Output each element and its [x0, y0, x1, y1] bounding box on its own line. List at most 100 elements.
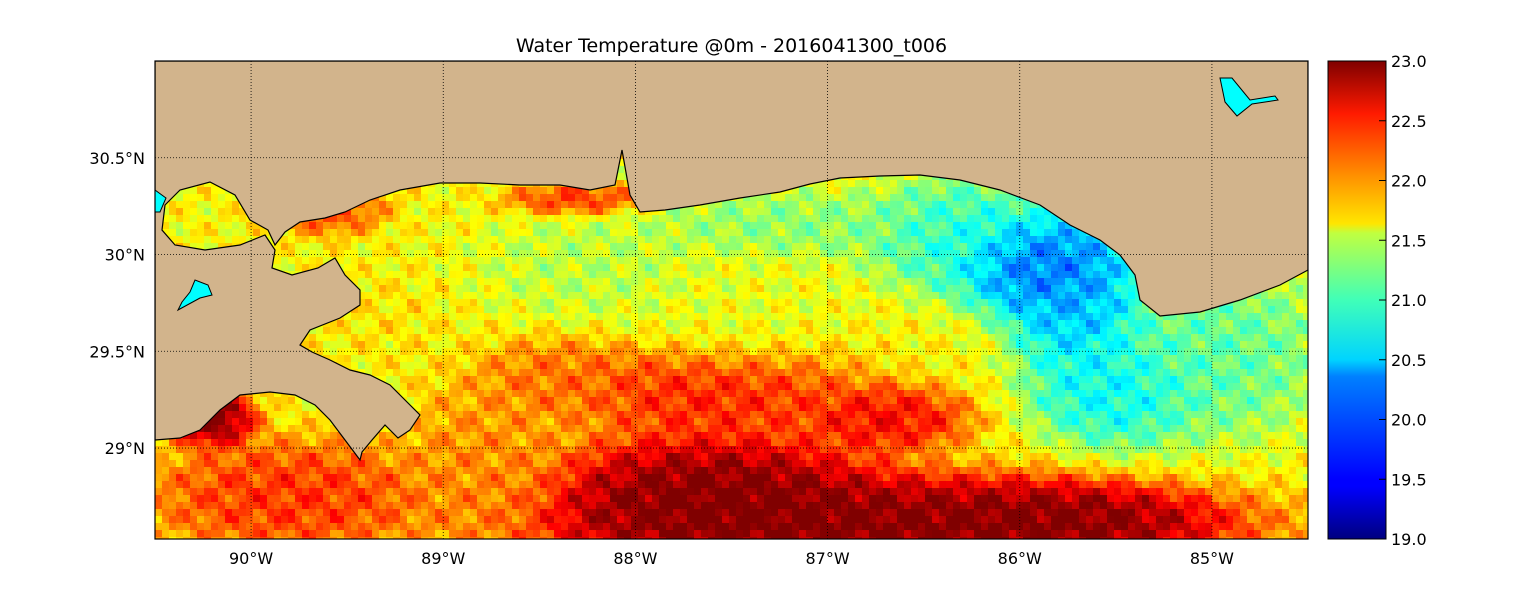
temperature-cell [484, 264, 492, 272]
temperature-cell [624, 264, 632, 272]
temperature-cell [750, 264, 758, 272]
temperature-cell [932, 229, 940, 237]
temperature-cell [365, 229, 373, 237]
temperature-cell [988, 243, 996, 251]
temperature-cell [477, 257, 485, 265]
temperature-cell [470, 229, 478, 237]
temperature-cell [946, 208, 954, 216]
temperature-cell [1086, 257, 1094, 265]
temperature-cell [561, 243, 569, 251]
temperature-cell [911, 201, 919, 209]
temperature-cell [743, 222, 751, 230]
temperature-cell [694, 222, 702, 230]
temperature-cell [736, 215, 744, 223]
temperature-cell [862, 201, 870, 209]
temperature-cell [806, 236, 814, 244]
temperature-cell [1023, 215, 1031, 223]
temperature-cell [449, 250, 457, 258]
temperature-cell [1037, 215, 1045, 223]
temperature-cell [904, 243, 912, 251]
temperature-cell [799, 201, 807, 209]
temperature-cell [428, 208, 436, 216]
temperature-cell [960, 229, 968, 237]
temperature-cell [330, 250, 338, 258]
temperature-cell [680, 215, 688, 223]
temperature-cell [183, 201, 191, 209]
temperature-cell [946, 215, 954, 223]
temperature-cell [1037, 229, 1045, 237]
temperature-cell [379, 229, 387, 237]
temperature-cell [323, 250, 331, 258]
temperature-cell [449, 215, 457, 223]
temperature-cell [939, 201, 947, 209]
temperature-cell [743, 208, 751, 216]
temperature-cell [1072, 229, 1080, 237]
temperature-cell [246, 229, 254, 237]
temperature-cell [1100, 257, 1108, 265]
temperature-cell [883, 264, 891, 272]
temperature-cell [337, 229, 345, 237]
temperature-cell [337, 215, 345, 223]
temperature-cell [925, 201, 933, 209]
temperature-cell [960, 180, 968, 188]
temperature-cell [260, 229, 268, 237]
temperature-cell [624, 257, 632, 265]
temperature-cell [855, 257, 863, 265]
temperature-cell [792, 264, 800, 272]
temperature-cell [274, 243, 282, 251]
temperature-cell [449, 201, 457, 209]
temperature-cell [309, 264, 317, 272]
temperature-cell [932, 243, 940, 251]
temperature-cell [379, 264, 387, 272]
temperature-cell [323, 257, 331, 265]
temperature-cell [743, 194, 751, 202]
temperature-cell [988, 201, 996, 209]
temperature-cell [456, 257, 464, 265]
temperature-cell [617, 180, 625, 188]
temperature-cell [169, 215, 177, 223]
temperature-cell [386, 229, 394, 237]
temperature-cell [827, 215, 835, 223]
temperature-cell [442, 257, 450, 265]
temperature-cell [764, 215, 772, 223]
temperature-cell [631, 236, 639, 244]
temperature-cell [995, 243, 1003, 251]
temperature-cell [617, 215, 625, 223]
temperature-cell [680, 243, 688, 251]
temperature-cell [526, 215, 534, 223]
temperature-cell [834, 187, 842, 195]
temperature-cell [554, 208, 562, 216]
temperature-cell [323, 222, 331, 230]
temperature-cell [491, 250, 499, 258]
temperature-cell [932, 257, 940, 265]
temperature-cell [358, 264, 366, 272]
temperature-cell [1044, 243, 1052, 251]
temperature-cell [302, 250, 310, 258]
temperature-cell [869, 229, 877, 237]
temperature-cell [876, 194, 884, 202]
temperature-cell [652, 208, 660, 216]
temperature-cell [400, 236, 408, 244]
temperature-cell [1100, 250, 1108, 258]
temperature-cell [918, 222, 926, 230]
temperature-cell [841, 250, 849, 258]
temperature-cell [519, 215, 527, 223]
temperature-cell [855, 201, 863, 209]
temperature-cell [344, 271, 352, 279]
temperature-cell [519, 187, 527, 195]
temperature-cell [750, 229, 758, 237]
temperature-cell [862, 250, 870, 258]
temperature-cell [708, 243, 716, 251]
temperature-cell [967, 194, 975, 202]
temperature-cell [827, 208, 835, 216]
temperature-cell [876, 173, 884, 181]
temperature-cell [680, 257, 688, 265]
temperature-cell [428, 187, 436, 195]
temperature-cell [946, 243, 954, 251]
temperature-cell [344, 236, 352, 244]
temperature-cell [736, 229, 744, 237]
temperature-cell [190, 243, 198, 251]
temperature-cell [498, 250, 506, 258]
temperature-cell [379, 243, 387, 251]
temperature-cell [897, 250, 905, 258]
